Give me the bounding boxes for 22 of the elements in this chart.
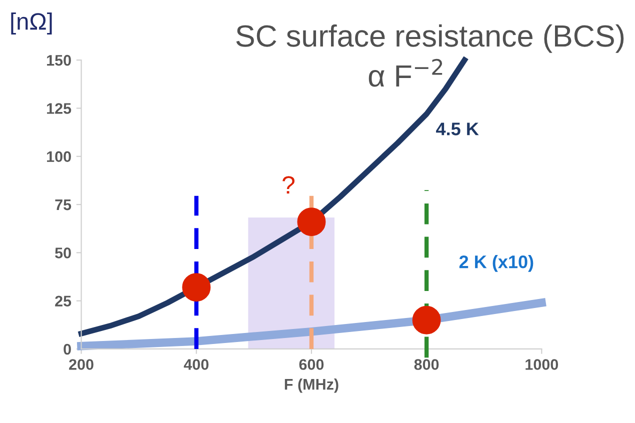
x-tick-label: 600: [299, 359, 324, 370]
chart-title: SC surface resistance (BCS): [236, 24, 624, 53]
x-tick-label: 1000: [526, 359, 558, 370]
y-tick-label: 75: [55, 200, 72, 210]
y-tick-label: 25: [55, 296, 72, 307]
y-tick-label: 150: [47, 54, 71, 66]
x-tick-label: 400: [184, 359, 208, 370]
x-tick-label: 800: [414, 359, 439, 370]
x-tick-label: 200: [69, 359, 94, 370]
series-label: 2 K (x10): [459, 254, 534, 272]
annotation: ?: [282, 176, 294, 194]
series-label: 4.5 K: [436, 122, 479, 136]
chart-subtitle: α F$^{−2}$: [368, 58, 442, 87]
point: [412, 306, 441, 334]
point: [182, 273, 211, 302]
y-tick-label: 50: [55, 248, 71, 258]
point: [297, 208, 326, 236]
y-axis-title: [nΩ]: [11, 12, 52, 35]
y-tick-label: 100: [47, 151, 71, 162]
y-tick-label: 0: [64, 344, 71, 355]
y-tick-label: 125: [47, 103, 72, 114]
x-axis-title: F (MHz): [284, 378, 338, 393]
